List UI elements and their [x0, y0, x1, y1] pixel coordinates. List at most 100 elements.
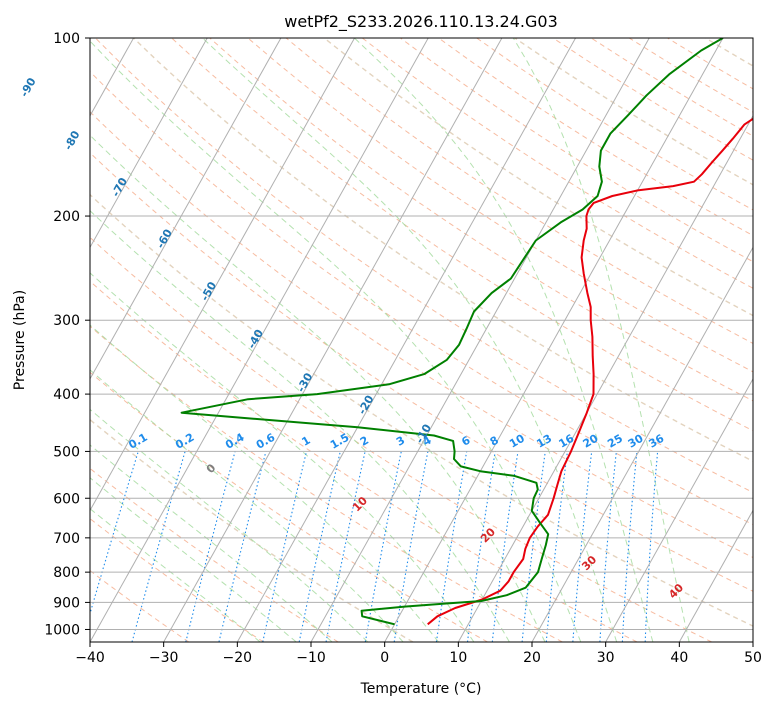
- isotherm-label: -50: [198, 279, 219, 303]
- moist-adiabat-label: 10: [350, 494, 370, 514]
- dry-adiabat: [590, 38, 753, 137]
- mixing-ratio-label: 25: [605, 432, 625, 451]
- x-tick-label: −30: [149, 650, 179, 666]
- mixing-ratio-line: [491, 451, 519, 642]
- mixing-ratio-line: [621, 451, 638, 642]
- x-tick-label: −10: [296, 650, 326, 666]
- y-tick-label: 1000: [44, 622, 80, 638]
- mixing-ratio-label: 0.4: [223, 431, 247, 452]
- dry-adiabat: [285, 38, 753, 344]
- mixing-ratio-line: [435, 451, 468, 642]
- x-tick-label: 40: [670, 650, 688, 666]
- isotherm-line: [457, 114, 753, 642]
- background-lines: [90, 38, 753, 642]
- moist-adiabat: [90, 369, 404, 642]
- isotherm-line: [531, 246, 753, 642]
- isotherm-label: -60: [154, 227, 175, 251]
- y-axis-label: Pressure (hPa): [12, 290, 28, 390]
- y-tick-label: 200: [53, 209, 80, 225]
- mixing-ratio-line: [572, 451, 593, 642]
- mixing-ratio-line: [325, 451, 366, 642]
- y-tick-label: 900: [53, 595, 80, 611]
- mixing-ratio-line: [218, 451, 267, 642]
- dry-adiabat: [90, 152, 753, 592]
- mixing-ratio-line: [521, 451, 546, 642]
- isotherm-line: [90, 38, 356, 512]
- isotherm-line: [605, 377, 753, 642]
- moist-adiabat: [90, 272, 475, 642]
- mixing-ratio-line: [599, 451, 617, 642]
- temperature-profile-line: [427, 117, 753, 626]
- x-tick-label: −40: [75, 650, 105, 666]
- mixing-ratio-label: 0.2: [173, 431, 196, 452]
- isotherm-line: [90, 38, 208, 249]
- moist-adiabat: [90, 508, 261, 642]
- isotherm-line: [752, 640, 753, 642]
- x-tick-label: 50: [744, 650, 762, 666]
- dry-adiabat: [247, 38, 753, 373]
- isotherm-line: [90, 38, 429, 642]
- moist-adiabat: [90, 134, 546, 642]
- mixing-ratio-line: [644, 451, 659, 642]
- moist-adiabat: [90, 408, 369, 642]
- series-lines: [180, 38, 753, 626]
- dry-adiabat: [361, 38, 753, 289]
- isotherm-line: [163, 38, 503, 642]
- moist-adiabat: [90, 324, 439, 642]
- y-tick-label: 600: [53, 491, 80, 507]
- dry-adiabat: [90, 467, 339, 642]
- y-tick-label: 400: [53, 387, 80, 403]
- y-tick-label: 500: [53, 444, 80, 460]
- mixing-ratio-label: 8: [488, 434, 501, 449]
- mixing-ratio-label: 3: [394, 434, 407, 449]
- dry-adiabat: [90, 418, 414, 642]
- dry-adiabat: [209, 38, 753, 402]
- mixing-ratio-label: 36: [646, 432, 666, 451]
- moist-adiabat-label: 30: [579, 553, 599, 573]
- moist-adiabat: [354, 38, 654, 642]
- isotherm-label: -70: [109, 175, 130, 199]
- dry-adiabat: [90, 280, 638, 642]
- dry-adiabat: [90, 569, 190, 642]
- x-tick-label: 20: [523, 650, 541, 666]
- isotherm-label: -90: [18, 75, 39, 99]
- isotherm-line: [236, 38, 577, 642]
- isotherm-line: [90, 38, 282, 380]
- mixing-ratio-label: 1: [299, 434, 312, 449]
- mixing-ratio-label: 2: [358, 434, 371, 449]
- mixing-ratio-line: [466, 451, 496, 642]
- mixing-ratio-line: [262, 451, 308, 642]
- moist-adiabat: [202, 38, 618, 642]
- isotherm-line: [0, 38, 60, 642]
- x-axis-ticks: −40 −30 −20 −10 0 10 20 30 40 50: [75, 642, 762, 666]
- mixing-ratio-line: [393, 451, 429, 642]
- moist-adiabat: [90, 444, 333, 642]
- isotherm-line: [384, 38, 724, 642]
- isotherm-label: -40: [245, 327, 266, 351]
- mixing-ratio-label: 30: [626, 432, 646, 451]
- mixing-ratio-label: 6: [459, 433, 472, 448]
- moist-adiabat: [512, 38, 690, 642]
- x-tick-label: 0: [380, 650, 389, 666]
- chart-title: wetPf2_S233.2026.110.13.24.G03: [284, 12, 558, 32]
- dry-adiabat: [95, 38, 753, 494]
- isotherm-line: [310, 38, 650, 642]
- dry-adiabat: [90, 518, 264, 642]
- mixing-ratio-line: [185, 451, 236, 642]
- dry-adiabat: [90, 70, 753, 526]
- grid-lines: [0, 38, 753, 642]
- dry-adiabat: [133, 38, 753, 463]
- dry-adiabat: [90, 236, 712, 642]
- isotherm-label: -20: [356, 393, 377, 417]
- x-tick-label: 10: [449, 650, 467, 666]
- isotherm-line: [678, 509, 753, 642]
- x-tick-label: 30: [597, 650, 615, 666]
- x-axis-label: Temperature (°C): [360, 681, 482, 697]
- y-tick-label: 700: [53, 531, 80, 547]
- dry-adiabat: [171, 38, 753, 432]
- mixing-ratio-label: 13: [534, 432, 554, 451]
- dry-adiabat: [90, 193, 753, 627]
- mixing-ratio-label: 0.1: [126, 431, 149, 452]
- moist-adiabat: [90, 40, 582, 642]
